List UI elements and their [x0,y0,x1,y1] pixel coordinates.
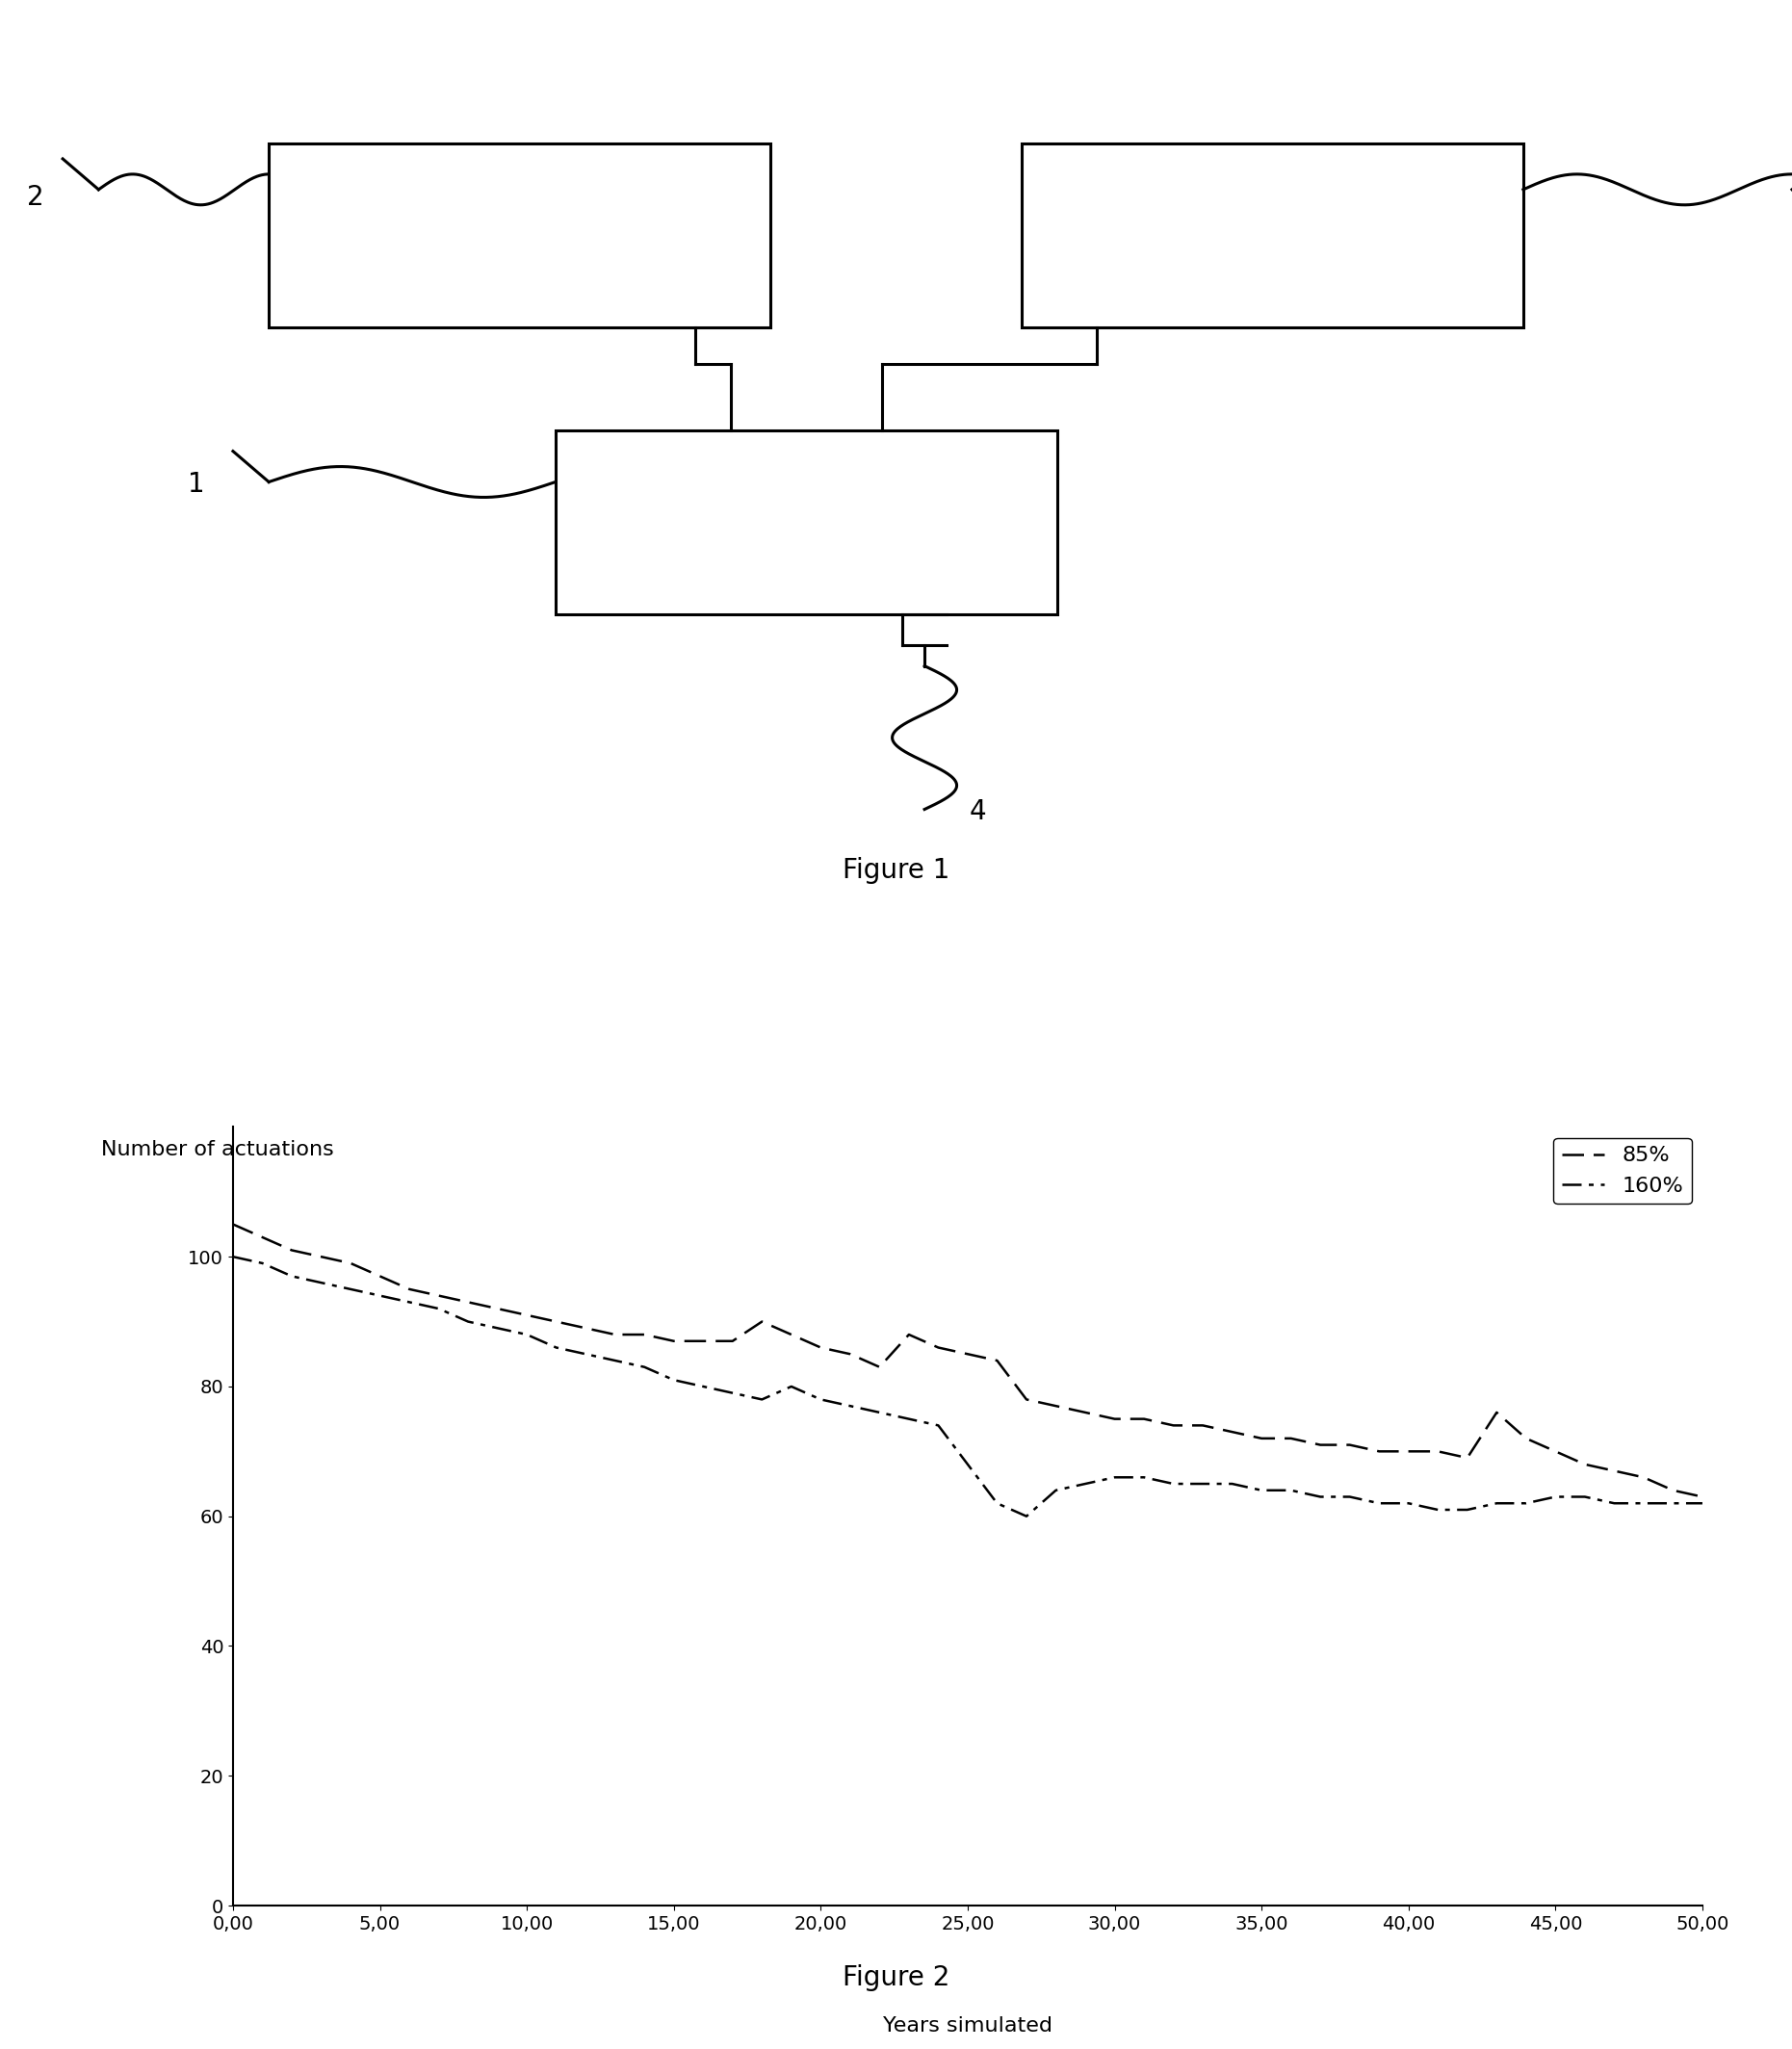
160% [1222,1471,1244,1496]
Bar [269,143,771,328]
85% [1192,1414,1213,1438]
160% [545,1336,566,1361]
85% [1692,1483,1713,1508]
85% [1663,1477,1684,1502]
Bar [1021,143,1523,328]
Line: 85%: 85% [233,1225,1702,1496]
85% [1279,1426,1301,1451]
Text: 1: 1 [188,471,204,498]
160% [1663,1492,1684,1516]
160% [1016,1504,1038,1529]
Line: 160%: 160% [233,1256,1702,1516]
160% [663,1369,685,1393]
Bar [556,430,1057,615]
160% [1692,1492,1713,1516]
85% [692,1328,713,1352]
Legend: 85%, 160%: 85%, 160% [1554,1137,1692,1205]
160% [1310,1483,1331,1508]
Text: 4: 4 [969,799,986,826]
160% [222,1244,244,1268]
Text: 2: 2 [27,184,43,211]
160% [692,1375,713,1399]
Text: Figure 1: Figure 1 [842,856,950,885]
Text: Figure 2: Figure 2 [842,1963,950,1992]
Text: Years simulated: Years simulated [883,2016,1052,2035]
Text: Number of actuations: Number of actuations [100,1139,333,1160]
85% [222,1213,244,1238]
85% [545,1309,566,1334]
85% [663,1328,685,1352]
